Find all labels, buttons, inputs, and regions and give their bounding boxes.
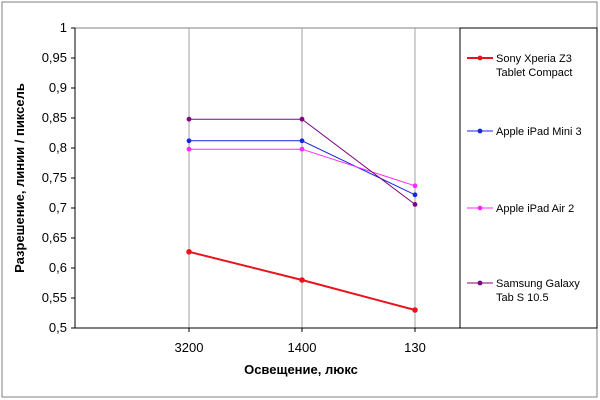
y-tick-labels: 0,5 0,55 0,6 0,65 0,7 0,75 0,8 0,85 0,9 0,95 1 [42,20,75,335]
legend-label: Apple iPad Air 2 [496,203,574,215]
data-point [412,192,418,198]
legend-swatch-marker [477,55,483,61]
legend-label: Samsung Galaxy Tab S 10.5 [496,278,580,304]
data-point [299,138,305,144]
series-2 [186,146,418,189]
data-point [412,183,418,189]
y-axis-title: Разрешение, линии / пиксель [12,83,27,273]
x-tick-label: 1400 [288,340,317,355]
legend-item-3: Samsung Galaxy Tab S 10.5 [467,278,580,304]
data-point [186,146,192,152]
legend-item-0: Sony Xperia Z3 Tablet Compact [467,53,572,79]
data-point [412,202,418,207]
legend-item-1: Apple iPad Mini 3 [467,126,582,138]
legend-swatch-marker [477,205,483,211]
legend-items: Sony Xperia Z3 Tablet Compact Apple iPad M… [467,53,582,304]
y-tick-label: 0,7 [49,200,67,215]
y-tick-label: 0,85 [42,110,67,125]
legend-item-2: Apple iPad Air 2 [467,203,574,215]
y-tick-label: 0,9 [49,80,67,95]
series-3 [186,116,418,207]
y-tick-label: 0,95 [42,50,67,65]
data-point [186,116,192,122]
data-point [299,116,305,122]
legend-swatch-marker [477,280,483,286]
y-tick-label: 0,75 [42,170,67,185]
legend [459,27,598,329]
data-point [299,277,305,283]
data-point [186,249,192,255]
series-0 [186,249,418,313]
x-axis-title: Освещение, люкс [244,362,358,377]
y-tick-label: 0,5 [49,320,67,335]
legend-swatch-marker [477,128,483,134]
plot-area [74,27,461,329]
y-tick-label: 0,6 [49,260,67,275]
x-tick-label: 130 [404,340,426,355]
legend-label: Apple iPad Mini 3 [496,126,582,138]
y-tick-label: 0,8 [49,140,67,155]
y-tick-label: 1 [60,20,67,35]
y-tick-label: 0,55 [42,290,67,305]
data-point [299,146,305,152]
data-point [186,138,192,144]
x-tick-labels: 3200 1400 130 [175,328,426,355]
series-1 [186,138,418,198]
y-tick-label: 0,65 [42,230,67,245]
series-layer [186,116,418,313]
legend-label: Sony Xperia Z3 Tablet Compact [496,53,572,79]
x-tick-label: 3200 [175,340,204,355]
data-point [412,307,418,313]
